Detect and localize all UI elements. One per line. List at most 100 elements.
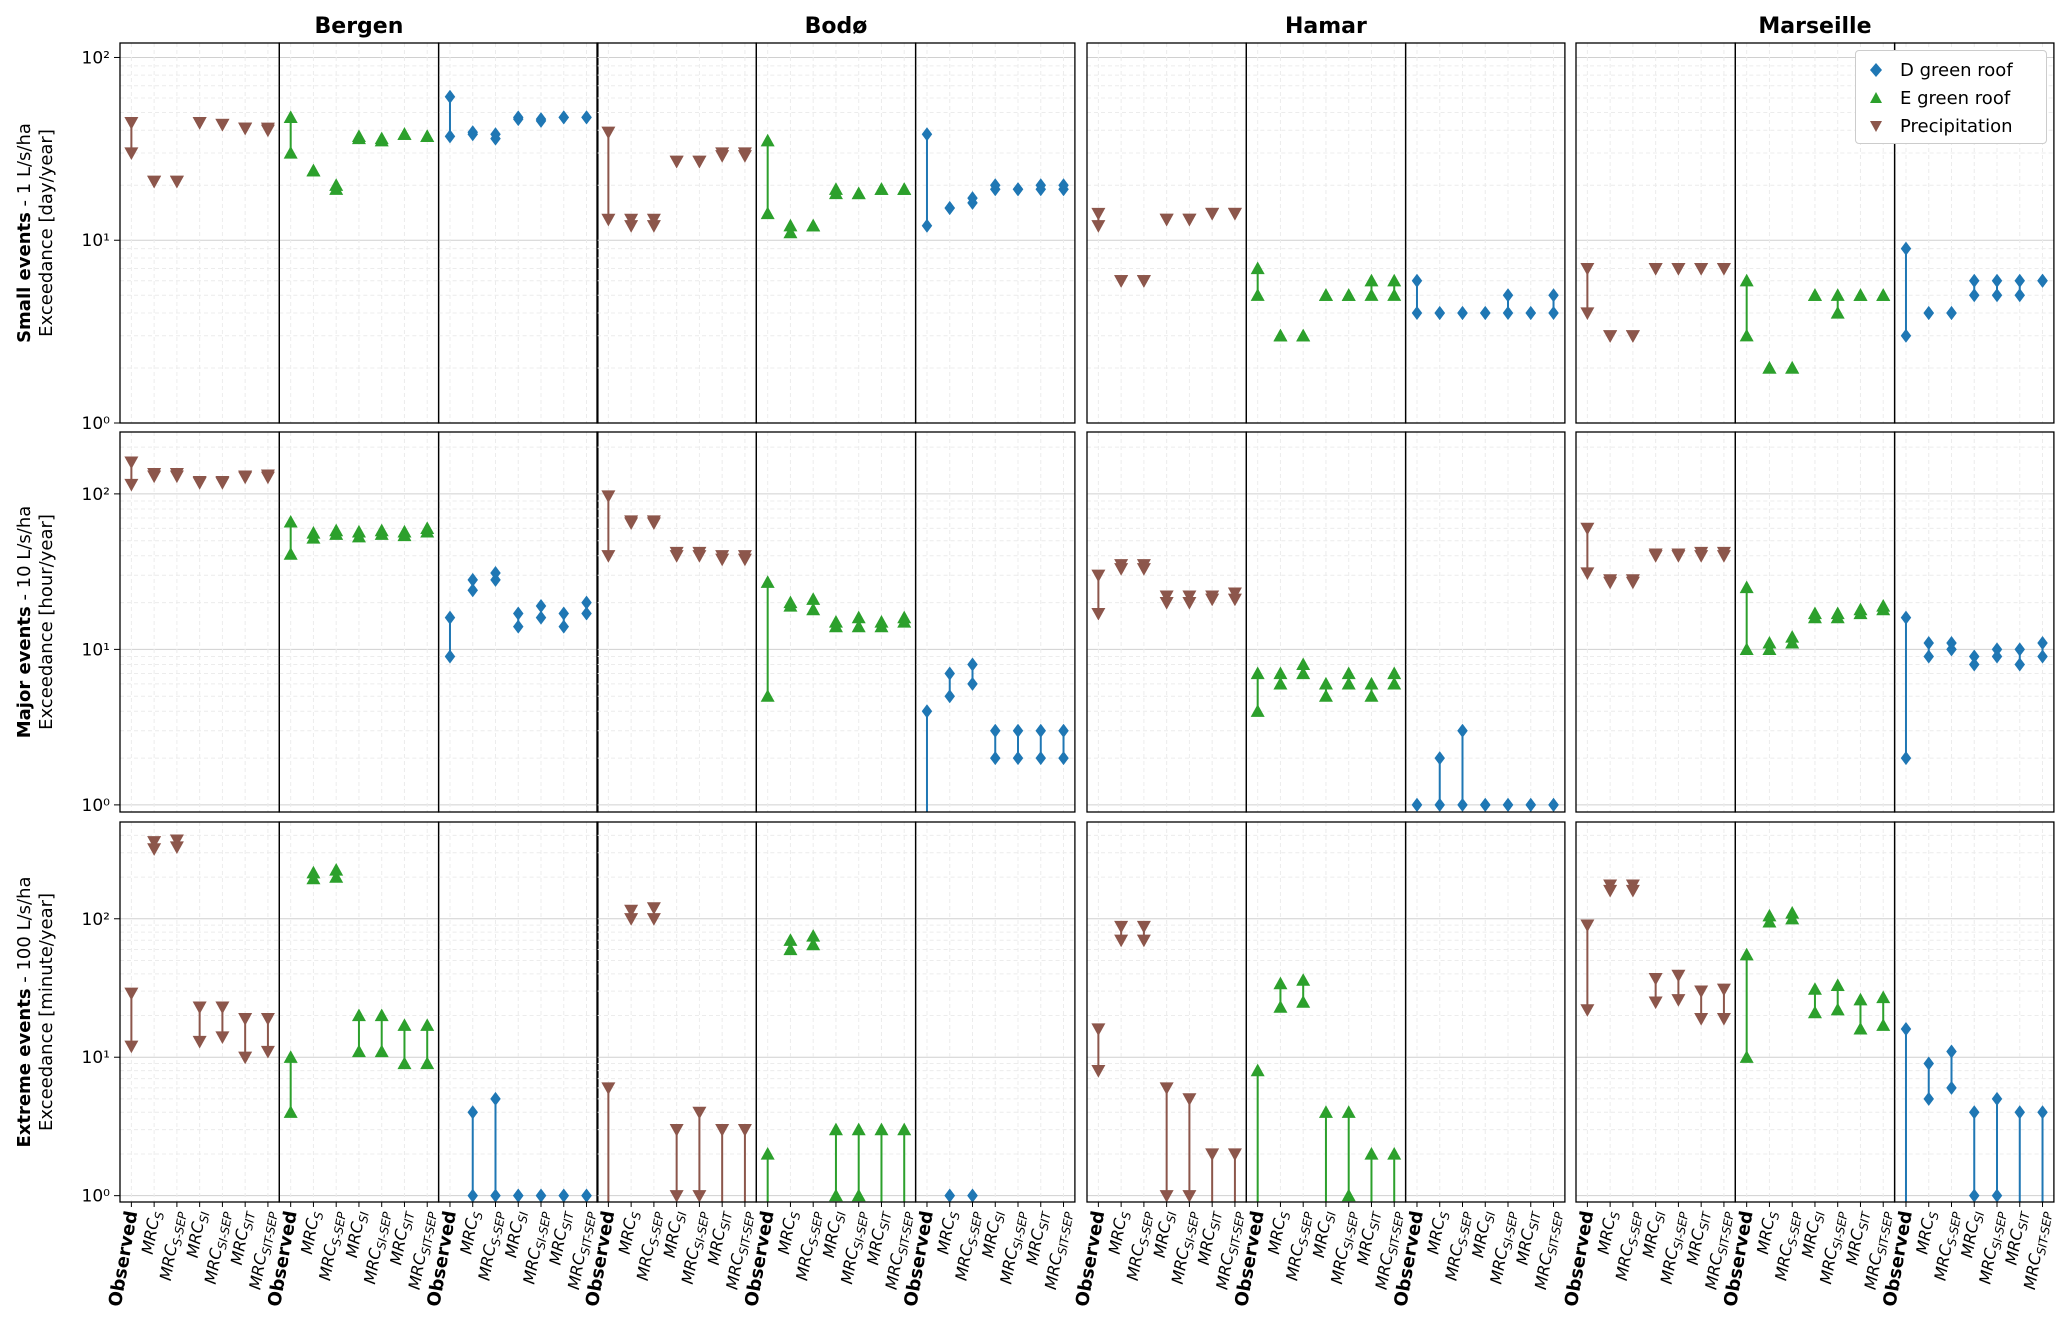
data-point-min xyxy=(944,689,955,704)
data-point-min xyxy=(215,1031,230,1044)
data-point-min xyxy=(1091,220,1106,233)
x-tick-label-main: MRC xyxy=(315,1242,340,1282)
data-point-min xyxy=(828,1188,843,1202)
x-tick-label-main: MRC xyxy=(1531,1251,1556,1291)
data-point-max xyxy=(1785,630,1800,643)
data-point-max xyxy=(1364,676,1379,690)
data-point-max xyxy=(490,1091,501,1106)
data-point-max xyxy=(1205,207,1220,221)
x-tick-label-sub: S xyxy=(1278,1210,1293,1220)
x-tick-label-sub: S xyxy=(1767,1210,1782,1220)
data-point-min xyxy=(283,547,298,560)
data-point-max xyxy=(1580,522,1595,536)
data-point-max xyxy=(1205,1148,1220,1161)
x-tick-label-sub: S-SEP xyxy=(1137,1210,1157,1247)
data-point-min xyxy=(1341,1188,1356,1202)
data-point-max xyxy=(1716,983,1731,997)
x-tick-label-main: MRC xyxy=(1486,1246,1511,1286)
data-point-min xyxy=(783,225,798,239)
panel-frame xyxy=(1893,42,2055,424)
legend-item-precipitation: Precipitation xyxy=(1866,113,2013,139)
data-point-max xyxy=(1648,262,1663,276)
data-point-max xyxy=(1273,666,1288,680)
data-point-max xyxy=(169,175,184,189)
data-point-min xyxy=(1739,328,1754,342)
data-point-max xyxy=(1091,207,1106,221)
data-point-max xyxy=(1625,574,1640,587)
data-point-max xyxy=(2014,273,2026,288)
data-point-max xyxy=(1341,666,1356,680)
data-point-min xyxy=(990,751,1001,766)
data-point-max xyxy=(238,470,253,484)
y-tick-label: 10² xyxy=(82,485,110,505)
data-point-max xyxy=(1876,990,1891,1004)
data-point-max xyxy=(1991,642,2003,657)
x-tick-label-sub: S-SEP xyxy=(1785,1210,1805,1247)
x-tick-label-sub: SI xyxy=(1164,1210,1180,1224)
data-point-max xyxy=(283,514,298,528)
data-point-max xyxy=(329,178,344,191)
x-tick-label-sub: S xyxy=(788,1210,803,1220)
data-point-max xyxy=(147,468,162,481)
data-point-min xyxy=(1091,1065,1106,1078)
x-tick-label: Observed xyxy=(1072,1209,1109,1308)
data-point-max xyxy=(1159,590,1174,604)
data-point-max xyxy=(2037,635,2048,650)
data-point-max xyxy=(1012,182,1024,197)
data-point-min xyxy=(624,913,639,926)
data-point-max xyxy=(760,575,775,588)
data-point-max xyxy=(601,126,616,140)
data-point-min xyxy=(444,649,456,664)
data-point-min xyxy=(669,1190,684,1203)
data-point-min xyxy=(1830,305,1845,319)
x-tick-label-main: MRC xyxy=(474,1242,499,1282)
data-point-max xyxy=(1273,976,1288,990)
x-tick-label-main: MRC xyxy=(1816,1246,1841,1286)
data-point-max xyxy=(558,1188,570,1203)
data-point-min xyxy=(1273,1000,1288,1013)
data-point-max xyxy=(646,515,661,528)
triangle-down-marker-icon xyxy=(1870,121,1882,132)
x-tick-label-sub: SI-SEP xyxy=(1671,1210,1692,1251)
data-point-max xyxy=(1900,241,1912,256)
data-point-min xyxy=(1250,288,1265,301)
data-point-max xyxy=(1807,288,1822,301)
data-point-min xyxy=(1035,751,1047,766)
x-tick-label-sub: SIT xyxy=(1037,1209,1054,1231)
data-point-max xyxy=(783,595,798,609)
data-point-min xyxy=(601,213,616,227)
triangle-up-marker-icon xyxy=(1870,92,1882,103)
x-tick-label-sub: SIT xyxy=(1367,1209,1384,1231)
data-point-max xyxy=(1114,275,1129,288)
data-point-max xyxy=(397,127,412,140)
data-point-max xyxy=(1603,330,1618,343)
data-point-min xyxy=(1114,934,1129,948)
data-point-min xyxy=(1991,288,2003,303)
data-point-max xyxy=(990,178,1001,193)
data-point-max xyxy=(1058,723,1069,738)
data-point-max xyxy=(601,1082,616,1095)
data-point-min xyxy=(374,1044,389,1058)
data-point-max xyxy=(1364,1146,1379,1160)
y-axis-label: Exceedance [hour/year] xyxy=(36,514,57,730)
data-point-min xyxy=(1387,288,1402,301)
x-tick-label-sub: S-SEP xyxy=(170,1210,190,1247)
x-tick-label-main: MRC xyxy=(456,1216,481,1256)
data-point-min xyxy=(601,550,616,563)
data-point-min xyxy=(1580,1004,1595,1017)
x-tick-label-sub: S-SEP xyxy=(1296,1210,1316,1247)
data-point-max xyxy=(692,155,707,169)
data-point-min xyxy=(283,1105,298,1118)
y-axis-label: Exceedance [minute/year] xyxy=(36,893,57,1131)
x-tick-label-sub: SI-SEP xyxy=(692,1210,713,1251)
data-point-max xyxy=(1969,649,1980,664)
data-point-max xyxy=(192,1001,207,1015)
data-point-max xyxy=(967,657,978,672)
data-point-max xyxy=(1671,969,1686,983)
data-point-max xyxy=(692,546,707,560)
x-tick-label-main: MRC xyxy=(519,1246,544,1286)
data-point-max xyxy=(897,182,912,195)
data-point-min xyxy=(124,1040,139,1054)
data-point-min xyxy=(1900,751,1912,766)
